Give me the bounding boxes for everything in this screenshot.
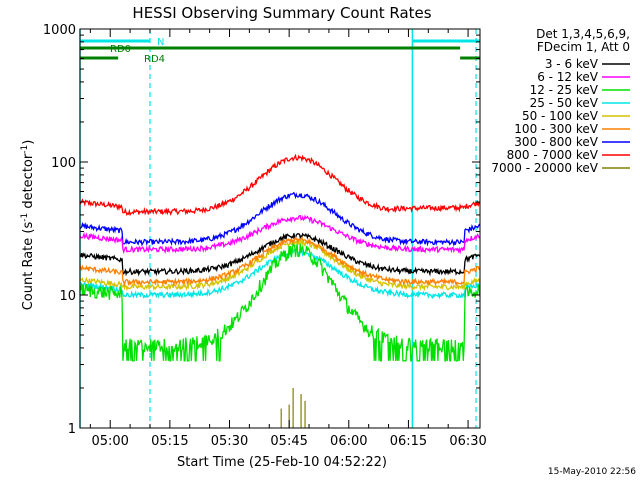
x-tick-label: 06:30 — [449, 434, 486, 449]
y-axis-label-mid: detector — [21, 153, 36, 213]
x-tick-label: 06:15 — [390, 434, 427, 449]
plot-frame — [79, 28, 481, 429]
legend-entry-label: 25 - 50 keV — [530, 96, 599, 110]
x-tick-label: 05:30 — [211, 434, 248, 449]
flag-label-rd0: RD0 — [110, 44, 131, 55]
legend-header-line-2: FDecim 1, Att 0 — [537, 40, 630, 54]
series-line — [79, 232, 481, 277]
legend-header-line-1: Det 1,3,4,5,6,9, — [536, 27, 630, 41]
y-axis-label-main: Count Rate (s — [21, 222, 36, 311]
legend-entry-label: 3 - 6 keV — [545, 57, 599, 71]
legend-entry-label: 50 - 100 keV — [522, 109, 599, 123]
y-tick-label: 10 — [59, 289, 76, 304]
y-tick-label: 1000 — [43, 23, 76, 38]
flag-bars: N RD0 RD4 — [80, 37, 480, 65]
series-line — [79, 214, 481, 255]
series-line — [79, 235, 481, 288]
x-axis-label: Start Time (25-Feb-10 04:52:22) — [177, 455, 387, 470]
y-axis-label-end: ) — [21, 140, 36, 145]
y-axis-label: Count Rate (s-1 detector-1) — [20, 140, 36, 311]
y-tick-label: 1 — [68, 422, 76, 437]
series-line — [79, 153, 481, 217]
chart-title: HESSI Observing Summary Count Rates — [132, 4, 431, 22]
series-line — [79, 248, 481, 300]
axes: 05:00 05:15 05:30 05:45 06:00 06:15 06:30 1 10 10… — [43, 23, 487, 449]
legend-entry-label: 12 - 25 keV — [530, 83, 599, 97]
series-line — [79, 191, 481, 247]
series-line — [79, 238, 481, 292]
y-axis-label-sup2: -1 — [20, 145, 30, 154]
generation-timestamp: 15-May-2010 22:56 — [548, 467, 636, 477]
legend: Det 1,3,4,5,6,9, FDecim 1, Att 0 3 - 6 k… — [491, 27, 630, 175]
y-axis-label-sup1: -1 — [20, 213, 30, 222]
x-tick-label: 06:00 — [330, 434, 367, 449]
y-tick-label: 100 — [51, 156, 76, 171]
legend-entry-label: 7000 - 20000 keV — [491, 161, 598, 175]
x-tick-label: 05:45 — [270, 434, 307, 449]
flag-label-rd4: RD4 — [144, 54, 165, 65]
legend-entry-label: 800 - 7000 keV — [507, 148, 599, 162]
legend-entry-label: 300 - 800 keV — [514, 135, 598, 149]
legend-entry-label: 100 - 300 keV — [514, 122, 598, 136]
flag-label-n: N — [157, 37, 164, 48]
plot-area — [79, 29, 481, 428]
series-line — [79, 242, 481, 362]
x-tick-label: 05:00 — [91, 434, 128, 449]
legend-entry-label: 6 - 12 keV — [537, 70, 599, 84]
x-tick-label: 05:15 — [151, 434, 188, 449]
